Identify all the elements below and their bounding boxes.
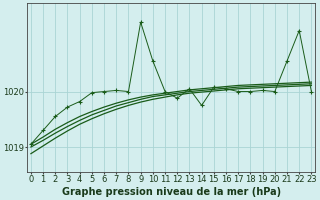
- X-axis label: Graphe pression niveau de la mer (hPa): Graphe pression niveau de la mer (hPa): [61, 187, 281, 197]
